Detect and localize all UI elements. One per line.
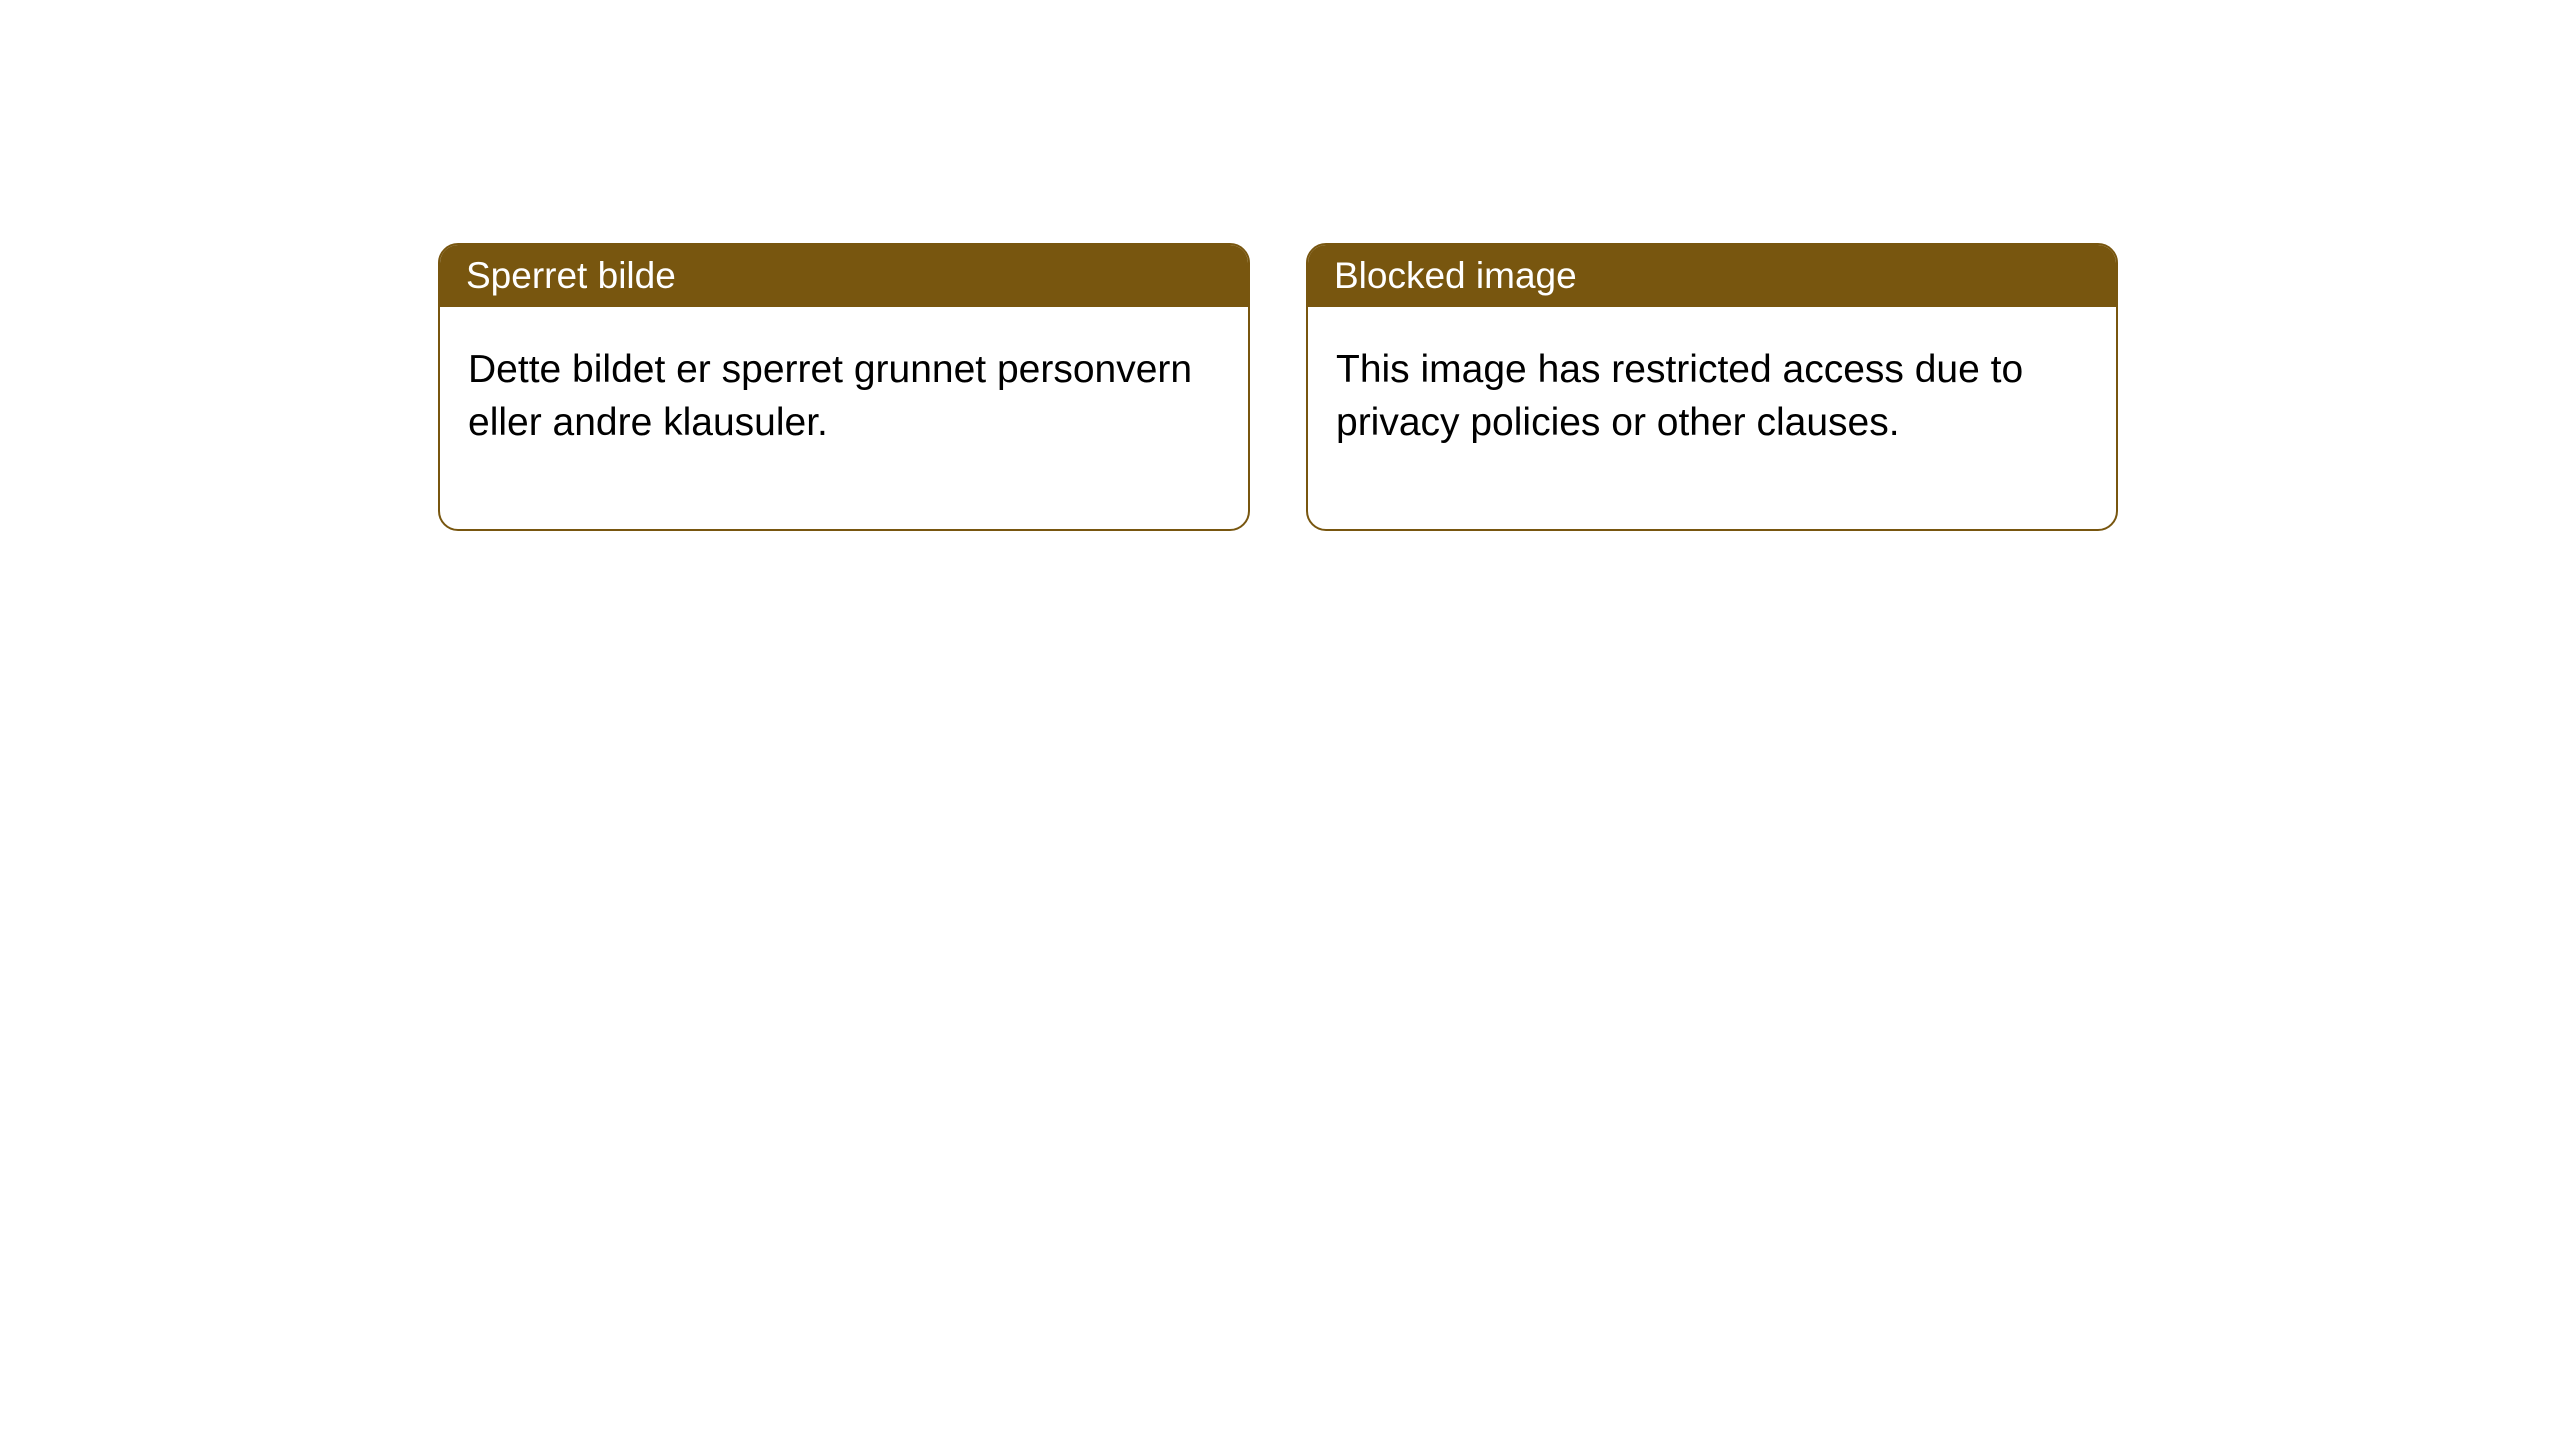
notice-title-english: Blocked image bbox=[1308, 245, 2116, 307]
notice-container: Sperret bilde Dette bildet er sperret gr… bbox=[0, 0, 2560, 531]
notice-body-norwegian: Dette bildet er sperret grunnet personve… bbox=[440, 307, 1248, 529]
notice-card-english: Blocked image This image has restricted … bbox=[1306, 243, 2118, 531]
notice-title-norwegian: Sperret bilde bbox=[440, 245, 1248, 307]
notice-body-english: This image has restricted access due to … bbox=[1308, 307, 2116, 529]
notice-card-norwegian: Sperret bilde Dette bildet er sperret gr… bbox=[438, 243, 1250, 531]
